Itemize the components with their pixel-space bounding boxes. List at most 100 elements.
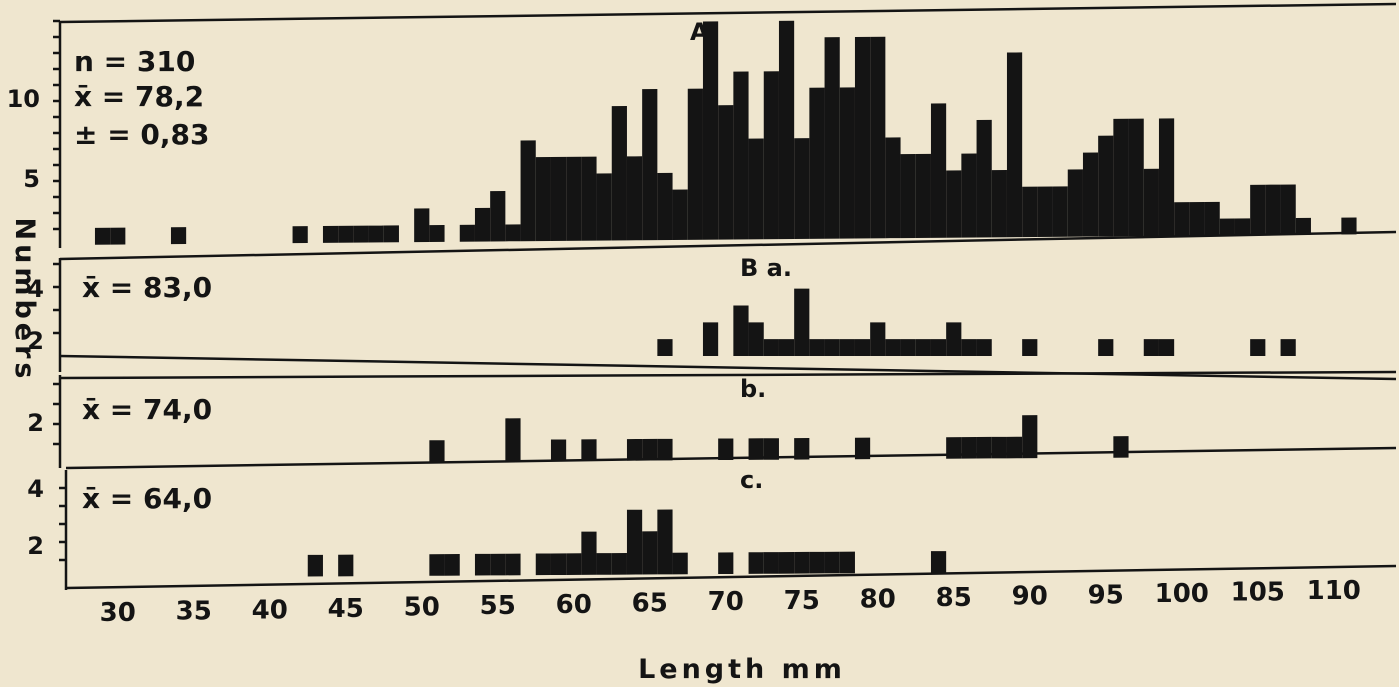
histogram-bar xyxy=(763,71,779,240)
histogram-bar xyxy=(596,173,612,241)
histogram-bar xyxy=(1341,217,1357,235)
histogram-bar xyxy=(490,553,506,576)
x-tick-label: 75 xyxy=(784,586,820,616)
histogram-bar xyxy=(657,438,673,461)
histogram-bar xyxy=(520,140,536,242)
histogram-bar xyxy=(885,137,901,239)
histogram-bar xyxy=(94,227,111,245)
panel-label: A xyxy=(690,18,709,46)
histogram-bar xyxy=(1234,218,1251,236)
y-tick-label: 5 xyxy=(23,165,40,193)
histogram-bar xyxy=(1265,184,1281,236)
histogram-bar xyxy=(718,552,734,575)
histogram-bar xyxy=(1280,184,1296,235)
histogram-bar xyxy=(1113,118,1129,237)
histogram-bar xyxy=(657,172,673,241)
histogram-bar xyxy=(459,224,475,242)
histogram-bar xyxy=(778,20,795,240)
histogram-bar xyxy=(611,553,627,575)
panel-statistic: x̄ = 83,0 xyxy=(82,271,212,304)
histogram-bar xyxy=(672,189,688,240)
histogram-bar xyxy=(581,531,597,575)
panel-ba-baseline xyxy=(59,354,1397,381)
panel-label: c. xyxy=(740,466,763,494)
histogram-bar xyxy=(718,105,734,240)
histogram-bar xyxy=(809,339,825,356)
histogram-bar xyxy=(490,190,506,242)
panel-statistic: ± = 0,83 xyxy=(74,118,210,151)
histogram-bar xyxy=(338,225,354,243)
histogram-bar xyxy=(961,153,977,238)
histogram-bar xyxy=(824,551,840,574)
histogram-bar xyxy=(930,339,947,356)
histogram-bar xyxy=(763,438,779,460)
histogram-bar xyxy=(733,71,749,240)
x-tick-label: 105 xyxy=(1231,578,1285,608)
histogram-bar xyxy=(854,339,871,356)
histogram-bar xyxy=(596,553,612,575)
panel-statistic: x̄ = 74,0 xyxy=(82,393,212,426)
histogram-bar xyxy=(429,440,445,462)
x-tick-label: 50 xyxy=(404,593,440,623)
histogram-bar xyxy=(1250,184,1266,236)
x-tick-label: 95 xyxy=(1088,580,1124,610)
histogram-bar xyxy=(1037,186,1053,237)
histogram-bar xyxy=(930,551,947,573)
histogram-bar xyxy=(505,418,521,462)
histogram-bar xyxy=(414,208,430,243)
histogram-bar xyxy=(718,438,734,461)
histogram-bar xyxy=(748,438,764,460)
histogram-bar xyxy=(778,552,795,574)
histogram-bar xyxy=(1250,339,1266,356)
histogram-bar xyxy=(322,225,339,243)
histogram-bar xyxy=(809,551,825,574)
panel-label: b. xyxy=(740,375,766,403)
histogram-bar xyxy=(1052,186,1068,237)
histogram-bar xyxy=(672,552,688,575)
histogram-bar xyxy=(748,138,764,240)
histogram-bar xyxy=(1082,152,1099,237)
frame-top-line xyxy=(59,2,1397,24)
x-tick-label: 85 xyxy=(936,583,972,613)
histogram-bar xyxy=(170,227,187,245)
histogram-bar xyxy=(1158,339,1175,356)
panel-label: B a. xyxy=(740,254,792,282)
histogram-bar xyxy=(748,322,764,356)
x-tick-label: 90 xyxy=(1012,582,1048,612)
histogram-bar xyxy=(642,438,658,461)
histogram-bar xyxy=(1158,118,1175,236)
histogram-bar xyxy=(1143,168,1159,237)
histogram-bar xyxy=(885,339,901,356)
histogram-bar xyxy=(915,153,931,238)
histogram-bar xyxy=(1006,52,1023,238)
histogram-bar xyxy=(535,157,551,242)
histogram-bar xyxy=(870,36,886,239)
histogram-bar xyxy=(626,509,643,575)
x-tick-label: 45 xyxy=(328,594,364,624)
histogram-bar xyxy=(946,322,962,356)
histogram-bar xyxy=(550,156,567,241)
histogram-bar xyxy=(839,339,855,356)
y-tick-label: 2 xyxy=(27,327,44,355)
panel-statistic: x̄ = 78,2 xyxy=(74,80,204,113)
panel-statistic: n = 310 xyxy=(74,45,195,78)
histogram-bar xyxy=(794,438,810,460)
histogram-bar xyxy=(976,119,992,238)
histogram-bar xyxy=(1022,415,1038,459)
histogram-bar xyxy=(1189,202,1205,236)
y-tick-label: 4 xyxy=(27,275,44,303)
histogram-bar xyxy=(657,509,673,575)
histogram-bar xyxy=(474,207,491,242)
histogram-bar xyxy=(794,138,810,239)
histogram-bar xyxy=(870,322,886,356)
histogram-bar xyxy=(900,154,916,239)
histogram-bar xyxy=(1143,339,1159,356)
x-tick-label: 35 xyxy=(176,597,212,627)
histogram-bar xyxy=(794,551,810,574)
histogram-bar xyxy=(1174,202,1190,236)
histogram-bar xyxy=(474,553,491,576)
histogram-bar xyxy=(733,305,749,356)
x-axis-title: Length mm xyxy=(638,654,846,685)
histogram-bar xyxy=(383,225,399,243)
x-tick-label: 30 xyxy=(100,598,136,628)
